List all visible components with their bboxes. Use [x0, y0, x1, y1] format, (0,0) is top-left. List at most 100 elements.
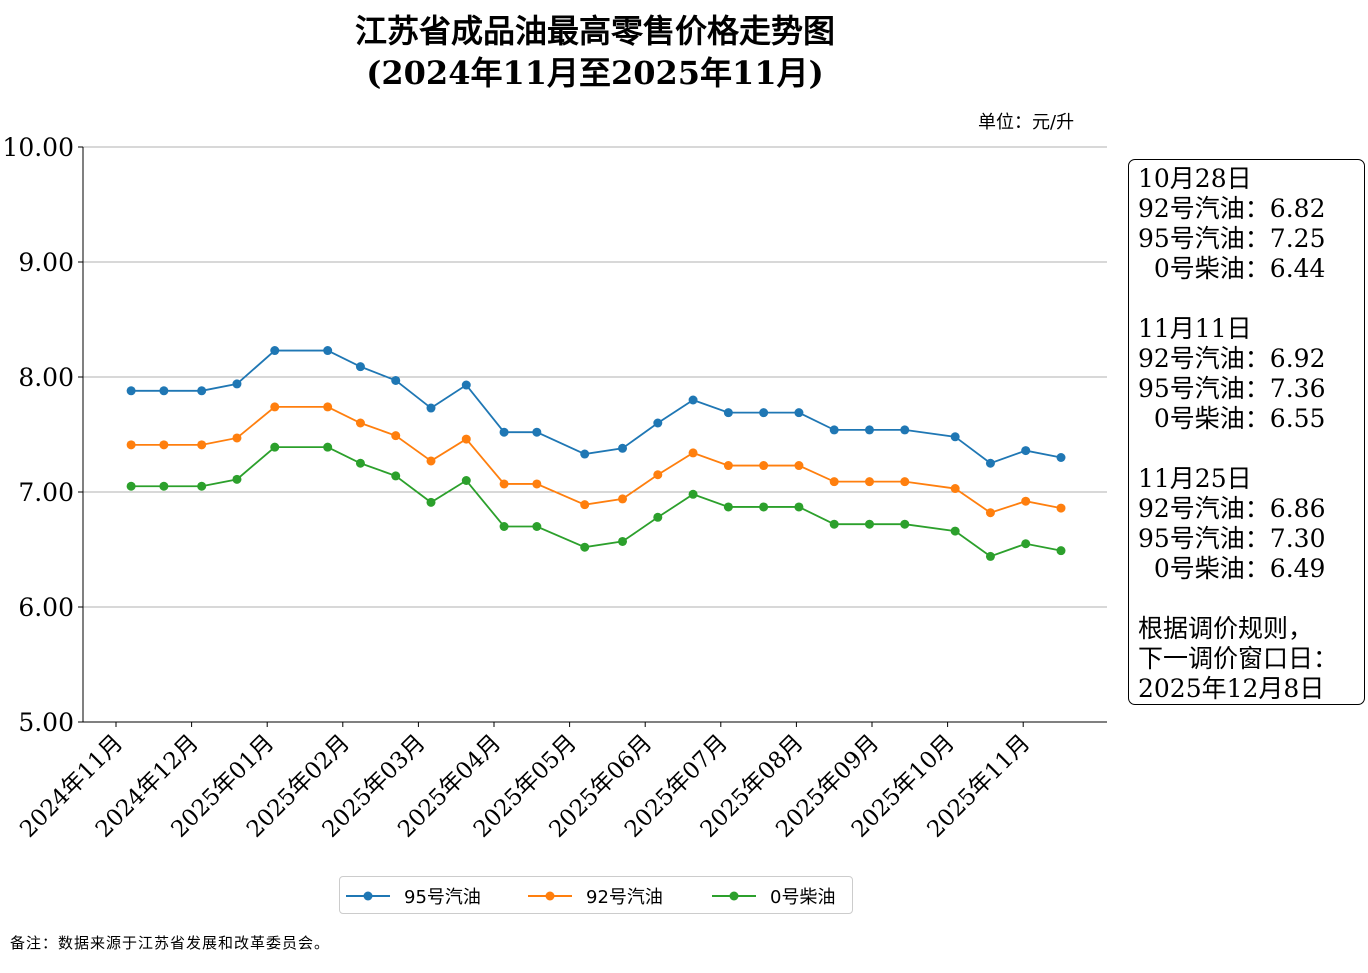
legend-label: 0号柴油	[770, 887, 836, 908]
data-point	[723, 408, 733, 418]
data-point	[499, 479, 509, 489]
data-point	[900, 477, 910, 487]
data-point	[653, 470, 663, 480]
data-point	[688, 395, 698, 405]
data-point	[232, 474, 242, 484]
data-point	[197, 481, 207, 491]
data-point	[864, 519, 874, 529]
data-point	[900, 519, 910, 529]
data-point	[759, 502, 769, 512]
series-line-1	[131, 405, 1062, 514]
data-point	[426, 456, 436, 466]
data-point	[323, 346, 333, 356]
footnote: 备注：数据来源于江苏省发展和改革委员会。	[10, 934, 331, 952]
chart-title: 江苏省成品油最高零售价格走势图	[354, 12, 835, 50]
y-tick-label: 6.00	[18, 593, 74, 622]
legend-item-92: 92号汽油	[528, 883, 663, 909]
data-point	[829, 477, 839, 487]
data-point	[580, 500, 590, 510]
data-point	[723, 502, 733, 512]
data-point	[688, 489, 698, 499]
data-point	[618, 536, 628, 546]
data-point	[323, 442, 333, 452]
data-point	[391, 471, 401, 481]
data-point	[391, 431, 401, 441]
data-point	[580, 449, 590, 459]
data-point	[653, 418, 663, 428]
data-point	[864, 477, 874, 487]
data-point	[723, 461, 733, 471]
legend-item-0: 0号柴油	[712, 883, 835, 909]
y-tick-label: 5.00	[18, 708, 74, 737]
data-point	[159, 440, 169, 450]
data-point	[618, 443, 628, 453]
data-point	[461, 434, 471, 444]
data-point	[985, 508, 995, 518]
data-point	[688, 448, 698, 458]
data-point	[426, 403, 436, 413]
data-point	[985, 551, 995, 561]
data-point	[232, 433, 242, 443]
data-point	[1021, 446, 1031, 456]
data-point	[532, 479, 542, 489]
data-point	[197, 440, 207, 450]
data-point	[794, 502, 804, 512]
data-point	[950, 432, 960, 442]
y-tick-label: 9.00	[18, 248, 74, 277]
data-point	[759, 408, 769, 418]
y-tick-label: 10.00	[2, 133, 74, 162]
data-point	[1056, 453, 1066, 462]
data-point	[864, 425, 874, 435]
data-point	[829, 519, 839, 529]
data-point	[355, 362, 365, 372]
data-point	[159, 386, 169, 396]
data-point	[794, 408, 804, 418]
data-point	[580, 542, 590, 552]
data-point	[829, 425, 839, 435]
data-point	[461, 380, 471, 390]
data-point	[232, 379, 242, 389]
legend-label: 92号汽油	[586, 887, 663, 908]
data-point	[391, 375, 401, 385]
data-point	[499, 427, 509, 437]
data-point	[532, 522, 542, 531]
data-point	[794, 461, 804, 471]
data-point	[653, 512, 663, 522]
data-point	[1021, 539, 1031, 549]
data-point	[270, 442, 280, 452]
data-point	[759, 461, 769, 471]
y-tick-label: 8.00	[18, 363, 74, 392]
series-line-0	[131, 349, 1062, 465]
data-point	[355, 418, 365, 428]
data-point	[270, 402, 280, 412]
data-point	[126, 440, 136, 450]
unit-label: 单位：元/升	[978, 112, 1075, 133]
data-point	[499, 522, 509, 531]
data-point	[461, 476, 471, 485]
data-point	[426, 497, 436, 507]
series-line-2	[131, 446, 1062, 558]
annotation-box: 10月28日 92号汽油：6.82 95号汽油：7.25 0号柴油：6.44 1…	[1128, 159, 1365, 705]
y-tick-label: 7.00	[18, 478, 74, 507]
data-point	[1056, 503, 1066, 513]
data-point	[323, 402, 333, 412]
chart-subtitle: (2024年11月至2025年11月)	[366, 54, 824, 92]
data-point	[1056, 546, 1066, 556]
data-point	[126, 481, 136, 491]
legend-label: 95号汽油	[404, 887, 481, 908]
legend-item-95: 95号汽油	[346, 883, 481, 909]
data-point	[985, 458, 995, 468]
data-point	[126, 386, 136, 396]
data-point	[159, 481, 169, 491]
data-point	[355, 458, 365, 468]
data-point	[197, 386, 207, 396]
data-point	[532, 427, 542, 437]
data-point	[900, 425, 910, 435]
data-point	[270, 346, 280, 356]
data-point	[950, 484, 960, 494]
legend: 95号汽油 92号汽油 0号柴油	[339, 876, 853, 914]
data-point	[1021, 496, 1031, 506]
data-point	[950, 526, 960, 536]
